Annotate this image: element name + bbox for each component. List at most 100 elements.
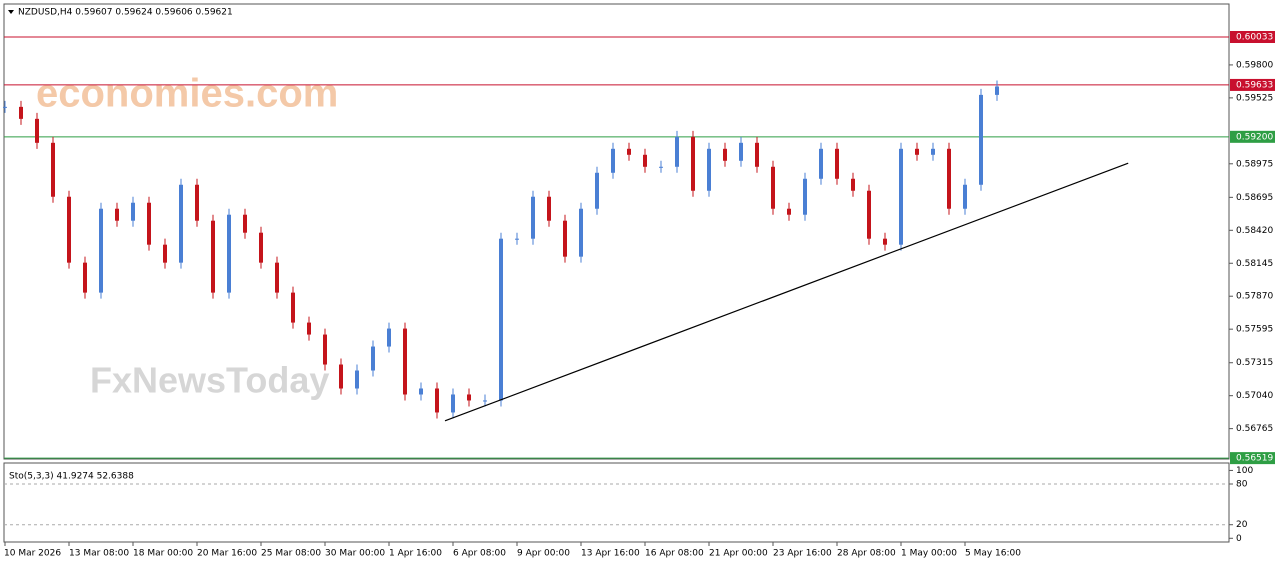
level-label: 0.59633 — [1236, 80, 1273, 90]
candle — [755, 142, 759, 167]
x-tick-label: 13 Apr 16:00 — [581, 549, 640, 559]
level-label: 0.56519 — [1236, 454, 1273, 464]
candle — [627, 148, 631, 155]
menu-arrow[interactable] — [8, 10, 14, 14]
candle — [723, 148, 727, 161]
candle — [691, 136, 695, 191]
level-label-box — [1230, 78, 1275, 91]
x-tick-label: 5 May 16:00 — [965, 549, 1021, 559]
y-tick-label: 0.58695 — [1236, 193, 1273, 203]
x-tick-label: 21 Apr 00:00 — [709, 549, 768, 559]
candle — [947, 148, 951, 209]
candle — [819, 148, 823, 179]
candle — [99, 208, 103, 293]
indicator-title: Sto(5,3,3) 41.9274 52.6388 — [9, 472, 134, 482]
candle — [339, 364, 343, 389]
candle — [451, 394, 455, 413]
level-label-box — [1230, 30, 1275, 43]
candle — [899, 148, 903, 245]
candle — [803, 178, 807, 215]
level-label: 0.59200 — [1236, 132, 1273, 142]
candle — [739, 142, 743, 161]
indicator-frame — [3, 462, 1230, 543]
candle — [355, 370, 359, 389]
candle — [595, 172, 599, 209]
candle — [659, 166, 663, 168]
candle — [643, 154, 647, 167]
candle — [419, 388, 423, 395]
y-tick-label: 0.58975 — [1236, 159, 1273, 169]
y-tick-label: 0.59800 — [1236, 60, 1273, 70]
candle — [963, 184, 967, 209]
x-tick-label: 9 Apr 00:00 — [517, 549, 570, 559]
candle — [515, 238, 519, 240]
candle — [51, 142, 55, 197]
candle — [131, 202, 135, 221]
y-tick-label: 0.57315 — [1236, 358, 1273, 368]
candle — [483, 400, 487, 402]
candle — [275, 262, 279, 293]
main-frame — [3, 3, 1230, 460]
candle — [403, 328, 407, 395]
candle — [707, 148, 711, 191]
x-tick-label: 1 Apr 16:00 — [389, 549, 442, 559]
y-tick-label: 0.59525 — [1236, 93, 1273, 103]
y-tick-label: 0.58420 — [1236, 226, 1273, 236]
y-tick-label: 100 — [1236, 466, 1253, 476]
watermark: economies.com — [36, 72, 338, 116]
candle — [387, 328, 391, 347]
level-label-box — [1230, 130, 1275, 143]
candle — [83, 262, 87, 293]
y-tick-label: 20 — [1236, 520, 1248, 530]
candle — [435, 388, 439, 413]
x-tick-label: 13 Mar 08:00 — [69, 549, 129, 559]
candle — [179, 184, 183, 263]
candle — [243, 214, 247, 233]
x-tick-label: 23 Apr 16:00 — [773, 549, 832, 559]
candle — [915, 148, 919, 155]
y-tick-label: 0.57870 — [1236, 292, 1273, 302]
watermark: FxNewsToday — [90, 360, 329, 401]
candle — [147, 202, 151, 245]
y-tick-label: 80 — [1236, 480, 1248, 490]
candle — [19, 106, 23, 119]
y-tick-label: 0.58145 — [1236, 259, 1273, 269]
y-tick-label: 0.56765 — [1236, 424, 1273, 434]
candle — [499, 238, 503, 401]
candle — [3, 106, 7, 108]
x-tick-label: 16 Apr 08:00 — [645, 549, 704, 559]
candle — [579, 208, 583, 257]
y-tick-label: 0 — [1236, 534, 1242, 544]
candle — [979, 94, 983, 185]
candle — [259, 232, 263, 263]
candle — [771, 166, 775, 209]
y-tick-label: 0.57040 — [1236, 391, 1273, 401]
candle — [611, 148, 615, 173]
candle — [883, 238, 887, 245]
x-tick-label: 25 Mar 08:00 — [261, 549, 321, 559]
candle — [291, 292, 295, 323]
x-tick-label: 18 Mar 00:00 — [133, 549, 193, 559]
candle — [995, 86, 999, 95]
candle — [531, 196, 535, 239]
candle — [115, 208, 119, 221]
x-tick-label: 30 Mar 00:00 — [325, 549, 385, 559]
level-label: 0.60033 — [1236, 32, 1273, 42]
candle — [211, 220, 215, 293]
x-tick-label: 10 Mar 2026 — [4, 549, 61, 559]
candle — [67, 196, 71, 263]
x-tick-label: 6 Apr 08:00 — [453, 549, 506, 559]
candle — [467, 394, 471, 401]
y-tick-label: 0.57595 — [1236, 325, 1273, 335]
candle — [163, 244, 167, 263]
candle — [323, 334, 327, 365]
candle — [851, 178, 855, 191]
level-label-box — [1230, 452, 1275, 465]
x-tick-label: 28 Apr 08:00 — [837, 549, 896, 559]
candle — [563, 220, 567, 257]
trend-line — [444, 162, 1129, 422]
chart-title: NZDUSD,H4 0.59607 0.59624 0.59606 0.5962… — [18, 8, 233, 18]
candle — [787, 208, 791, 215]
